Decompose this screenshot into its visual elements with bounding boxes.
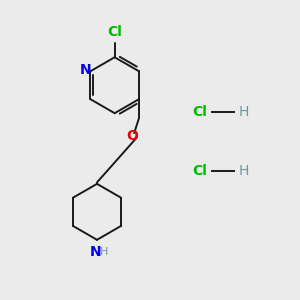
Text: H: H [100,248,109,257]
Text: O: O [127,129,138,143]
Text: Cl: Cl [193,105,208,119]
Text: H: H [239,164,249,178]
Text: H: H [239,105,249,119]
Text: Cl: Cl [107,25,122,39]
Text: N: N [79,63,91,77]
Text: Cl: Cl [193,164,208,178]
Text: N: N [90,245,101,259]
